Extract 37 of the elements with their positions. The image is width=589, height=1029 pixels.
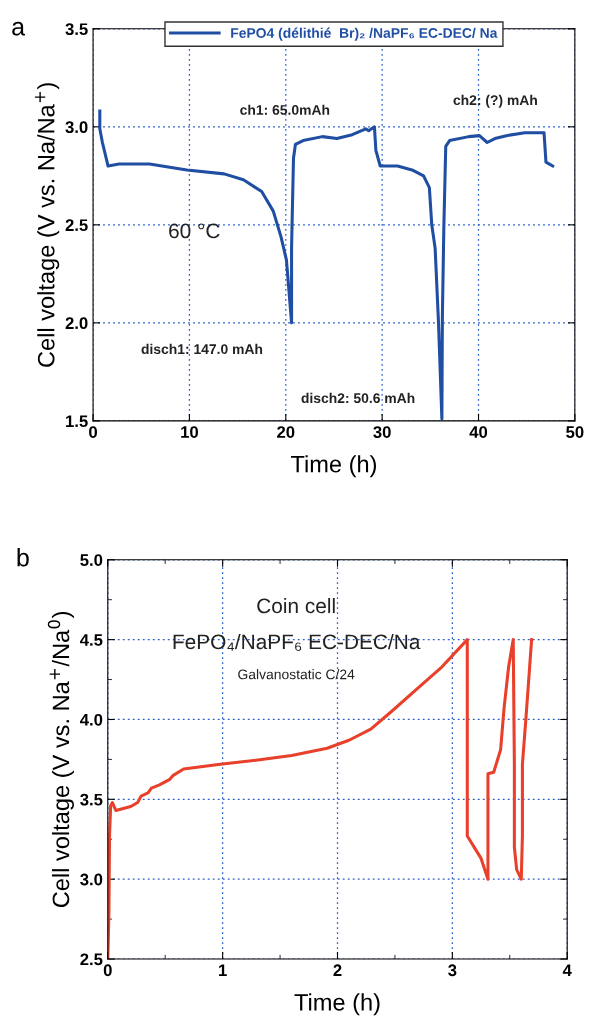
x-tick-label: 1 — [219, 964, 227, 976]
y-tick-label: 5.0 — [80, 554, 103, 566]
legend-label: FePO4 (délithié Br)₂ /NaPF₆ EC-DEC/ Na — [231, 27, 498, 41]
x-tick-label: 3 — [448, 964, 457, 977]
annotation: disch2: 50.6 mAh — [301, 392, 415, 404]
x-tick-label: 10 — [181, 426, 199, 438]
y-tick-label: 4.5 — [80, 634, 103, 646]
x-axis-title: Time (h) — [291, 455, 376, 478]
y-tick-label: 3.5 — [80, 793, 103, 806]
x-tick-label: 4 — [562, 964, 572, 976]
chart-title: a — [12, 21, 26, 36]
annotation: FePO₄/NaPF₆ EC-DEC/Na — [173, 633, 421, 651]
y-tick-label: 3.0 — [80, 873, 103, 886]
annotation: disch1: 147.0 mAh — [141, 343, 263, 355]
x-tick-label: 2 — [333, 964, 342, 976]
x-tick-label: 50 — [566, 426, 584, 438]
y-tick-label: 2.5 — [65, 219, 88, 232]
y-tick-label: 3.0 — [65, 121, 88, 134]
x-tick-label: 0 — [89, 426, 98, 438]
annotation: ch2: (?) mAh — [453, 94, 537, 108]
annotation: 60 °C — [169, 223, 220, 239]
annotation: Galvanostatic C/24 — [238, 669, 355, 680]
x-axis-title: Time (h) — [294, 993, 380, 1016]
y-tick-label: 1.5 — [66, 415, 88, 428]
annotation: ch1: 65.0mAh — [240, 104, 330, 115]
x-tick-label: 30 — [373, 426, 391, 438]
y-tick-label: 4.0 — [80, 713, 103, 726]
y-axis-title: Cell voltage (V vs. Na/Na$^{+}$) — [34, 83, 60, 367]
x-tick-label: 0 — [103, 964, 112, 977]
x-tick-label: 40 — [469, 426, 488, 438]
y-axis-title: Cell voltage (V vs. Na$^{+}$/Na$^{0}$) — [47, 612, 74, 908]
y-tick-label: 3.5 — [65, 23, 88, 36]
annotation: Coin cell — [257, 597, 335, 614]
y-tick-label: 2.5 — [80, 953, 103, 966]
chart-title: b — [17, 548, 29, 567]
x-tick-label: 20 — [277, 426, 295, 438]
y-tick-label: 2.0 — [65, 317, 88, 330]
